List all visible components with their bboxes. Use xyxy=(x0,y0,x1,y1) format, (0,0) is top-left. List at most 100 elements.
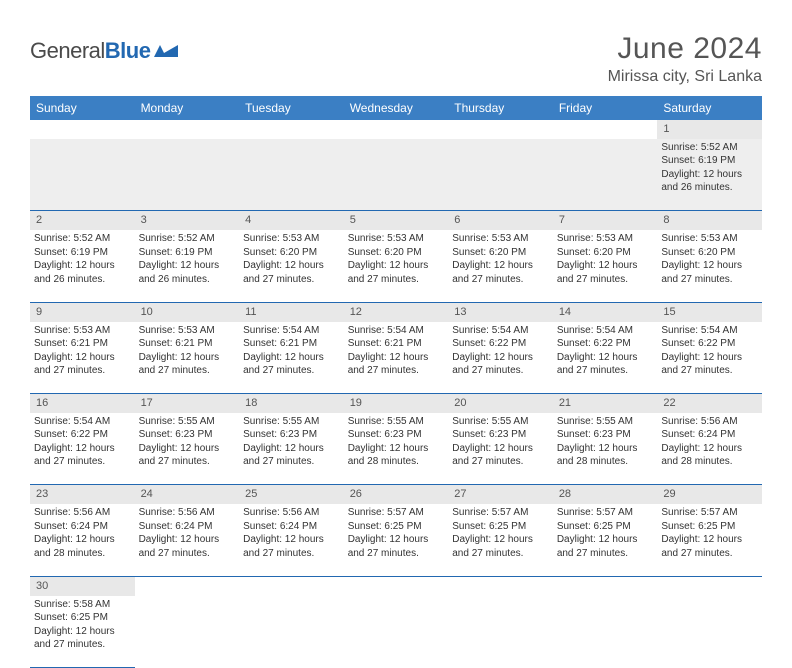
daylight-text: and 27 minutes. xyxy=(452,455,549,469)
calendar-day-cell: Sunrise: 5:57 AMSunset: 6:25 PMDaylight:… xyxy=(553,504,658,576)
daylight-text: Daylight: 12 hours xyxy=(34,533,131,547)
sunrise-text: Sunrise: 5:53 AM xyxy=(557,232,654,246)
day-number-cell: 30 xyxy=(30,576,135,595)
sunset-text: Sunset: 6:19 PM xyxy=(139,246,236,260)
sunset-text: Sunset: 6:19 PM xyxy=(34,246,131,260)
calendar-day-cell xyxy=(239,139,344,211)
daylight-text: Daylight: 12 hours xyxy=(661,533,758,547)
daylight-text: and 27 minutes. xyxy=(243,364,340,378)
day-number-cell: 15 xyxy=(657,302,762,321)
day-number-cell xyxy=(135,120,240,139)
daylight-text: and 27 minutes. xyxy=(34,455,131,469)
day-number-cell: 28 xyxy=(553,485,658,504)
daylight-text: Daylight: 12 hours xyxy=(34,351,131,365)
day-number-cell: 26 xyxy=(344,485,449,504)
calendar-day-cell: Sunrise: 5:53 AMSunset: 6:21 PMDaylight:… xyxy=(135,322,240,394)
daylight-text: and 26 minutes. xyxy=(34,273,131,287)
daylight-text: Daylight: 12 hours xyxy=(661,168,758,182)
sunrise-text: Sunrise: 5:57 AM xyxy=(661,506,758,520)
calendar-day-cell: Sunrise: 5:54 AMSunset: 6:21 PMDaylight:… xyxy=(239,322,344,394)
sunset-text: Sunset: 6:24 PM xyxy=(139,520,236,534)
day-number-row: 16171819202122 xyxy=(30,394,762,413)
day-number-cell: 29 xyxy=(657,485,762,504)
calendar-day-cell xyxy=(135,139,240,211)
daylight-text: Daylight: 12 hours xyxy=(348,442,445,456)
calendar-day-cell: Sunrise: 5:52 AMSunset: 6:19 PMDaylight:… xyxy=(657,139,762,211)
weekday-header: Monday xyxy=(135,96,240,120)
calendar-day-cell: Sunrise: 5:58 AMSunset: 6:25 PMDaylight:… xyxy=(30,596,135,668)
day-number-cell xyxy=(657,576,762,595)
sunrise-text: Sunrise: 5:53 AM xyxy=(243,232,340,246)
daylight-text: and 28 minutes. xyxy=(34,547,131,561)
sunset-text: Sunset: 6:25 PM xyxy=(452,520,549,534)
weekday-header: Friday xyxy=(553,96,658,120)
day-number-cell: 16 xyxy=(30,394,135,413)
calendar-day-cell xyxy=(553,596,658,668)
daylight-text: and 27 minutes. xyxy=(557,364,654,378)
sunrise-text: Sunrise: 5:56 AM xyxy=(661,415,758,429)
daylight-text: Daylight: 12 hours xyxy=(661,259,758,273)
calendar-day-cell: Sunrise: 5:53 AMSunset: 6:20 PMDaylight:… xyxy=(657,230,762,302)
daylight-text: and 27 minutes. xyxy=(243,455,340,469)
day-number-row: 2345678 xyxy=(30,211,762,230)
calendar-day-cell: Sunrise: 5:54 AMSunset: 6:22 PMDaylight:… xyxy=(30,413,135,485)
daylight-text: Daylight: 12 hours xyxy=(557,442,654,456)
sunset-text: Sunset: 6:23 PM xyxy=(348,428,445,442)
sunset-text: Sunset: 6:24 PM xyxy=(243,520,340,534)
calendar-day-cell: Sunrise: 5:56 AMSunset: 6:24 PMDaylight:… xyxy=(30,504,135,576)
daylight-text: Daylight: 12 hours xyxy=(348,259,445,273)
daylight-text: and 27 minutes. xyxy=(139,455,236,469)
sunrise-text: Sunrise: 5:55 AM xyxy=(452,415,549,429)
calendar-day-cell: Sunrise: 5:56 AMSunset: 6:24 PMDaylight:… xyxy=(239,504,344,576)
day-number-cell: 6 xyxy=(448,211,553,230)
daylight-text: and 28 minutes. xyxy=(557,455,654,469)
day-number-cell: 21 xyxy=(553,394,658,413)
daylight-text: Daylight: 12 hours xyxy=(139,259,236,273)
daylight-text: Daylight: 12 hours xyxy=(452,351,549,365)
daylight-text: and 27 minutes. xyxy=(348,364,445,378)
day-number-cell: 22 xyxy=(657,394,762,413)
calendar-day-cell xyxy=(448,596,553,668)
sunset-text: Sunset: 6:22 PM xyxy=(34,428,131,442)
daylight-text: Daylight: 12 hours xyxy=(452,533,549,547)
day-number-cell xyxy=(448,576,553,595)
daylight-text: and 28 minutes. xyxy=(661,455,758,469)
sunrise-text: Sunrise: 5:53 AM xyxy=(34,324,131,338)
calendar-day-cell xyxy=(344,596,449,668)
sunrise-text: Sunrise: 5:53 AM xyxy=(139,324,236,338)
calendar-day-cell: Sunrise: 5:54 AMSunset: 6:22 PMDaylight:… xyxy=(448,322,553,394)
calendar-day-cell xyxy=(30,139,135,211)
sunset-text: Sunset: 6:24 PM xyxy=(34,520,131,534)
day-number-cell: 27 xyxy=(448,485,553,504)
daylight-text: and 27 minutes. xyxy=(348,273,445,287)
calendar-day-cell: Sunrise: 5:55 AMSunset: 6:23 PMDaylight:… xyxy=(344,413,449,485)
daylight-text: and 27 minutes. xyxy=(557,273,654,287)
brand-name-b: Blue xyxy=(105,38,151,63)
calendar-day-cell: Sunrise: 5:54 AMSunset: 6:22 PMDaylight:… xyxy=(553,322,658,394)
calendar-day-cell xyxy=(448,139,553,211)
flag-icon xyxy=(154,43,178,59)
day-number-cell xyxy=(553,120,658,139)
sunrise-text: Sunrise: 5:54 AM xyxy=(243,324,340,338)
sunrise-text: Sunrise: 5:54 AM xyxy=(661,324,758,338)
sunset-text: Sunset: 6:22 PM xyxy=(661,337,758,351)
day-number-cell xyxy=(239,576,344,595)
daylight-text: Daylight: 12 hours xyxy=(34,625,131,639)
calendar-day-cell: Sunrise: 5:55 AMSunset: 6:23 PMDaylight:… xyxy=(553,413,658,485)
day-number-cell: 4 xyxy=(239,211,344,230)
day-number-cell xyxy=(344,576,449,595)
sunset-text: Sunset: 6:20 PM xyxy=(661,246,758,260)
day-number-cell: 2 xyxy=(30,211,135,230)
calendar-table: Sunday Monday Tuesday Wednesday Thursday… xyxy=(30,96,762,668)
sunrise-text: Sunrise: 5:55 AM xyxy=(348,415,445,429)
day-number-cell: 24 xyxy=(135,485,240,504)
sunset-text: Sunset: 6:23 PM xyxy=(452,428,549,442)
sunrise-text: Sunrise: 5:56 AM xyxy=(34,506,131,520)
day-number-cell xyxy=(30,120,135,139)
brand-logo: GeneralBlue xyxy=(30,38,178,64)
calendar-day-cell xyxy=(135,596,240,668)
day-number-cell: 8 xyxy=(657,211,762,230)
day-number-cell: 7 xyxy=(553,211,658,230)
sunrise-text: Sunrise: 5:53 AM xyxy=(452,232,549,246)
sunrise-text: Sunrise: 5:52 AM xyxy=(34,232,131,246)
